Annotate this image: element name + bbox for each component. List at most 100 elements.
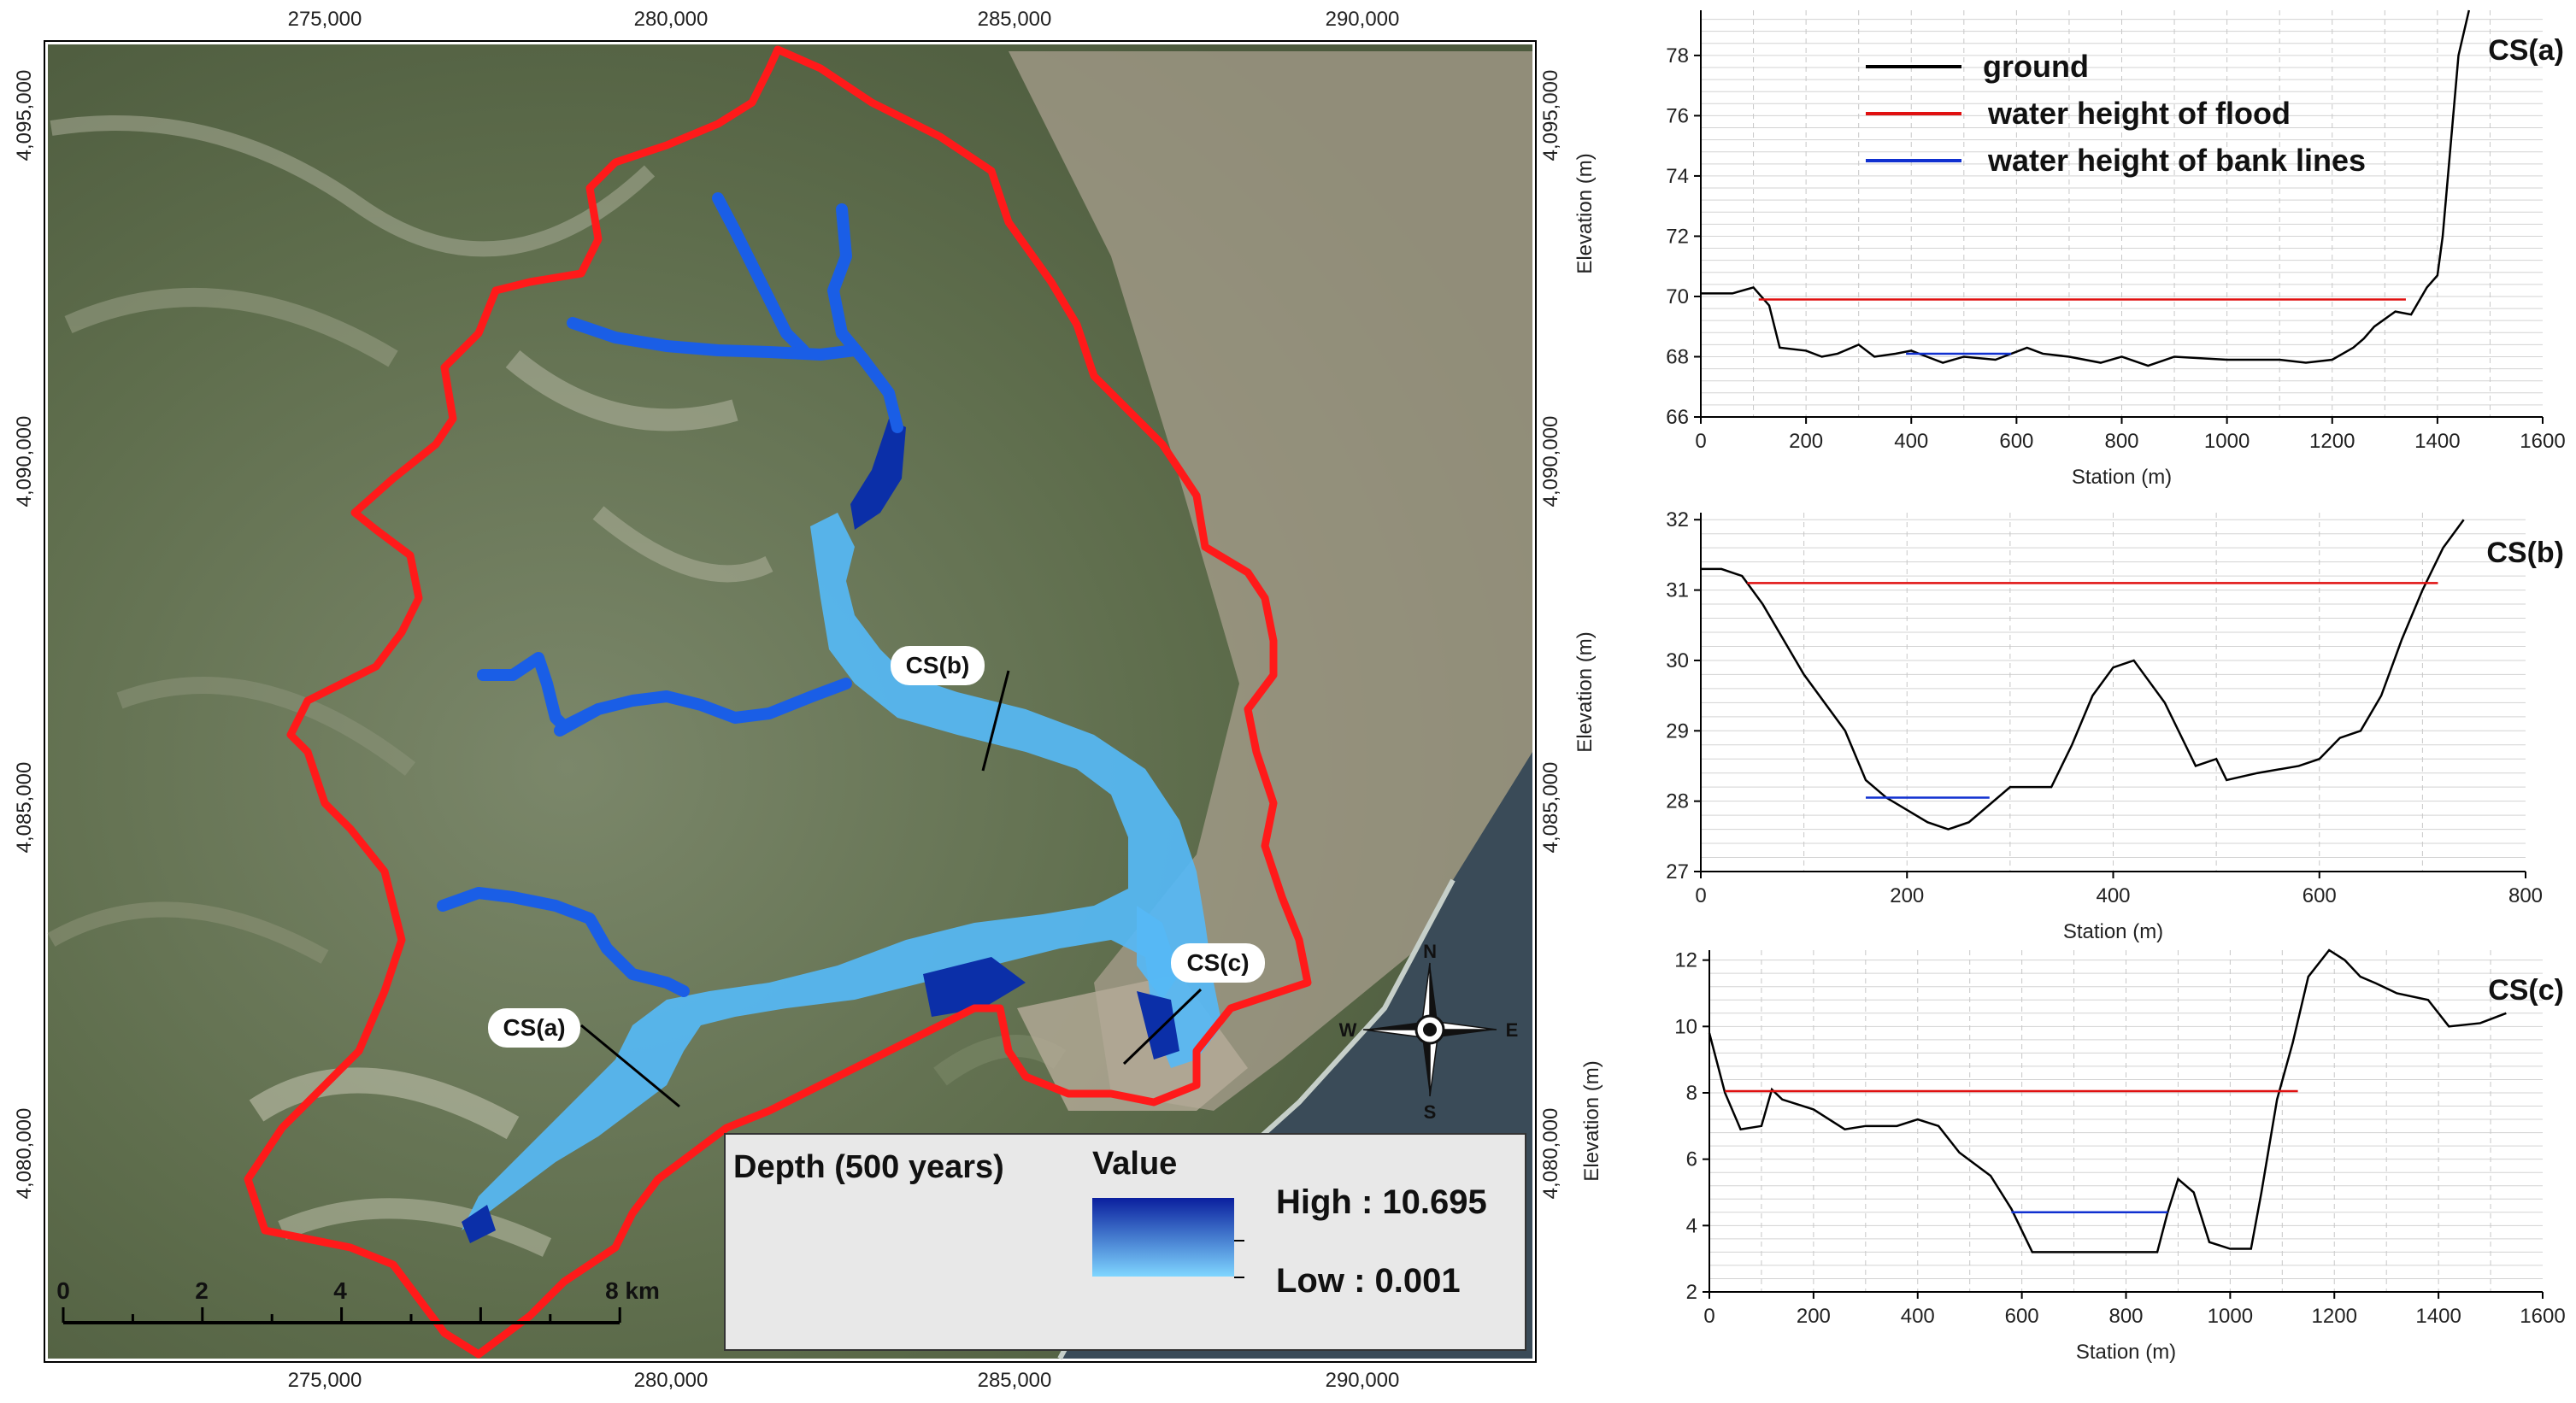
svg-text:2: 2 xyxy=(195,1277,209,1304)
legend-entry: water height of flood xyxy=(1987,96,2291,131)
legend-value-label: Value xyxy=(1092,1146,1177,1182)
svg-text:290,000: 290,000 xyxy=(1326,1369,1400,1392)
y-tick-label: 2 xyxy=(1686,1281,1697,1304)
y-tick-label: 4 xyxy=(1686,1214,1697,1237)
flood-depth-map: CS(a) CS(b) CS(c) N S E xyxy=(13,8,1562,1392)
river-north-1 xyxy=(712,192,809,356)
x-tick-label: 800 xyxy=(2508,884,2543,907)
svg-text:CS(b): CS(b) xyxy=(906,652,970,678)
svg-text:4,080,000: 4,080,000 xyxy=(1539,1108,1562,1200)
y-tick-label: 76 xyxy=(1666,104,1689,127)
x-tick-label: 1600 xyxy=(2520,430,2565,453)
x-axis-title: Station (m) xyxy=(2063,920,2163,943)
north-arrow-icon: N S E W xyxy=(1339,941,1519,1123)
x-tick-label: 400 xyxy=(1894,430,1928,453)
y-tick-label: 8 xyxy=(1686,1082,1697,1105)
map-y-tick-labels: 4,095,000 4,090,000 4,085,000 4,080,000 … xyxy=(13,70,1562,1200)
compass-s: S xyxy=(1424,1101,1437,1123)
svg-text:285,000: 285,000 xyxy=(978,1369,1052,1392)
y-tick-label: 28 xyxy=(1666,790,1689,813)
svg-text:4,095,000: 4,095,000 xyxy=(13,70,36,161)
river-west-3 xyxy=(554,703,604,737)
river-network xyxy=(437,192,903,997)
x-tick-label: 1200 xyxy=(2312,1305,2357,1328)
svg-text:8 km: 8 km xyxy=(605,1277,660,1304)
river-west-2 xyxy=(437,887,690,997)
x-axis-title: Station (m) xyxy=(2072,466,2172,489)
chart-legend: ground water height of flood water height … xyxy=(1866,49,2366,178)
y-tick-label: 12 xyxy=(1674,949,1697,972)
map-legend: Depth (500 years) Value High : 10.695 Lo… xyxy=(724,1133,1526,1351)
chart-title: CS(a) xyxy=(2488,34,2564,67)
svg-text:280,000: 280,000 xyxy=(634,1369,709,1392)
y-tick-label: 32 xyxy=(1666,508,1689,531)
x-tick-label: 400 xyxy=(2096,884,2130,907)
svg-text:4,090,000: 4,090,000 xyxy=(1539,416,1562,508)
svg-text:290,000: 290,000 xyxy=(1326,8,1400,31)
flood-depth-shallow xyxy=(462,513,1222,1230)
x-tick-label: 200 xyxy=(1789,430,1823,453)
x-tick-label: 0 xyxy=(1695,430,1706,453)
x-tick-label: 600 xyxy=(1999,430,2033,453)
svg-text:CS(a): CS(a) xyxy=(503,1014,565,1041)
x-tick-label: 600 xyxy=(2005,1305,2039,1328)
chart-2: 0 200 400 600 800 27 28 29 30 31 32 Station (m) Elev… xyxy=(1573,508,2564,943)
svg-text:4,085,000: 4,085,000 xyxy=(1539,762,1562,854)
x-tick-label: 1000 xyxy=(2208,1305,2253,1328)
x-axis-title: Station (m) xyxy=(2076,1341,2176,1364)
legend-low: Low : 0.001 xyxy=(1276,1262,1461,1300)
compass-e: E xyxy=(1506,1019,1519,1041)
x-tick-label: 1000 xyxy=(2204,430,2250,453)
series-line-ground xyxy=(1701,519,2465,831)
legend-entry: water height of bank lines xyxy=(1987,143,2366,178)
cross-section-markers: CS(a) CS(b) CS(c) xyxy=(488,646,1265,1108)
y-tick-label: 78 xyxy=(1666,44,1689,68)
cs-b-line xyxy=(981,670,1010,772)
y-axis-title: Elevation (m) xyxy=(1573,631,1597,752)
x-tick-label: 0 xyxy=(1695,884,1706,907)
legend-title: Depth (500 years) xyxy=(733,1149,1004,1185)
y-tick-label: 27 xyxy=(1666,860,1689,883)
cross-section-charts: 0 200 400 600 800 1000 1200 1400 160066687072747… xyxy=(1573,9,2566,1364)
flood-extent xyxy=(462,513,1222,1230)
legend-entry: ground xyxy=(1983,49,2089,84)
y-tick-label: 10 xyxy=(1674,1015,1697,1038)
legend-color-ramp xyxy=(1092,1198,1234,1277)
svg-text:0: 0 xyxy=(56,1277,70,1304)
svg-text:4: 4 xyxy=(333,1277,347,1304)
x-tick-label: 600 xyxy=(2303,884,2337,907)
x-tick-label: 200 xyxy=(1797,1305,1831,1328)
y-tick-label: 72 xyxy=(1666,225,1689,248)
x-tick-label: 1400 xyxy=(2414,430,2460,453)
svg-text:280,000: 280,000 xyxy=(634,8,709,31)
scale-bar: 0 2 4 8 km xyxy=(56,1277,660,1324)
chart-3: 0 200 400 600 800 1000 1200 1400 1600 2 4 6 8 10 12 Sta… xyxy=(1580,948,2566,1364)
flood-deep-spots xyxy=(462,419,1179,1243)
svg-text:4,095,000: 4,095,000 xyxy=(1539,70,1562,161)
series-line-ground xyxy=(1708,948,2507,1253)
y-tick-label: 6 xyxy=(1686,1148,1697,1171)
svg-text:CS(c): CS(c) xyxy=(1186,949,1249,976)
x-tick-label: 1200 xyxy=(2309,430,2355,453)
terrain-texture xyxy=(47,115,1067,1257)
x-tick-label: 1600 xyxy=(2520,1305,2565,1328)
svg-text:275,000: 275,000 xyxy=(288,8,362,31)
cs-c-line xyxy=(1122,988,1203,1065)
x-tick-label: 200 xyxy=(1890,884,1924,907)
x-tick-label: 800 xyxy=(2104,430,2138,453)
y-axis-title: Elevation (m) xyxy=(1573,153,1597,273)
river-north-2 xyxy=(827,203,903,433)
svg-text:285,000: 285,000 xyxy=(978,8,1052,31)
y-tick-label: 30 xyxy=(1666,649,1689,672)
y-tick-label: 70 xyxy=(1666,285,1689,308)
map-x-tick-labels: 275,000 280,000 285,000 290,000 275,000 … xyxy=(288,8,1400,1392)
x-tick-label: 400 xyxy=(1901,1305,1935,1328)
river-west-1 xyxy=(477,652,852,732)
flood-depth-shallow-2 xyxy=(1137,906,1179,1000)
y-tick-label: 29 xyxy=(1666,719,1689,743)
series-line-ground xyxy=(1701,9,2471,367)
compass-n: N xyxy=(1423,941,1437,962)
cs-a-label: CS(a) xyxy=(488,1008,580,1048)
y-tick-label: 68 xyxy=(1666,345,1689,368)
